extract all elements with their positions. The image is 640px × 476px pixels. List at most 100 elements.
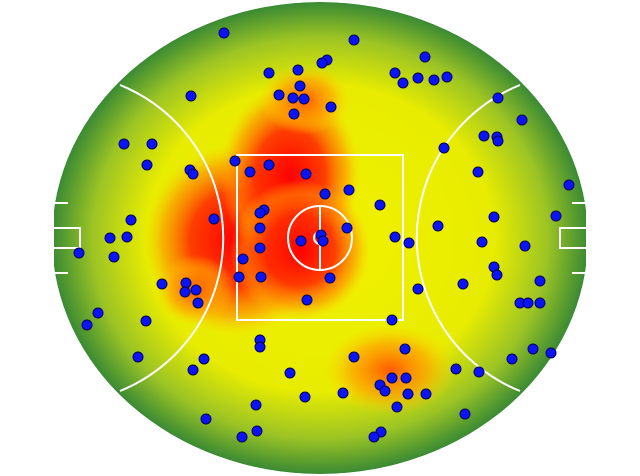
point [534,297,546,309]
point [343,184,355,196]
point [263,159,275,171]
point [292,64,304,76]
point [389,231,401,243]
point [478,130,490,142]
point [104,232,116,244]
point [419,51,431,63]
point [295,235,307,247]
point [294,80,306,92]
point [519,240,531,252]
point [298,93,310,105]
point [403,237,415,249]
point [488,211,500,223]
point [185,90,197,102]
point [386,314,398,326]
point [287,92,299,104]
point [379,385,391,397]
point [218,27,230,39]
point [229,155,241,167]
point [299,391,311,403]
point [187,168,199,180]
point [348,351,360,363]
point [81,319,93,331]
point [389,67,401,79]
point [492,92,504,104]
point [156,278,168,290]
point [476,236,488,248]
point [348,34,360,46]
point [244,166,256,178]
point [368,431,380,443]
point [254,242,266,254]
point [300,168,312,180]
point [457,278,469,290]
point [432,220,444,232]
point [273,89,285,101]
point [317,235,329,247]
point [251,425,263,437]
point [391,401,403,413]
point [472,166,484,178]
point [236,431,248,443]
point [108,251,120,263]
point [140,315,152,327]
point [180,277,192,289]
point [132,351,144,363]
point [438,142,450,154]
point [450,363,462,375]
point [254,207,266,219]
point [200,413,212,425]
point [324,272,336,284]
point [527,343,539,355]
point [179,286,191,298]
point [545,347,557,359]
point [412,72,424,84]
point [316,57,328,69]
point [402,388,414,400]
point [337,387,349,399]
point [563,179,575,191]
point [190,284,202,296]
point [288,108,300,120]
point [118,138,130,150]
point [506,353,518,365]
point [341,222,353,234]
point [254,341,266,353]
point [397,77,409,89]
point [522,297,534,309]
point [254,222,266,234]
point [516,114,528,126]
point [121,231,133,243]
point [301,294,313,306]
point [459,408,471,420]
point [325,101,337,113]
point [412,283,424,295]
point [386,372,398,384]
point [125,214,137,226]
point [92,307,104,319]
point [146,138,158,150]
point [400,372,412,384]
point [192,297,204,309]
point [187,364,199,376]
point [141,159,153,171]
point [491,269,503,281]
point [374,199,386,211]
point [233,271,245,283]
point [263,67,275,79]
point [237,253,249,265]
point [250,399,262,411]
point [198,353,210,365]
point [550,210,562,222]
point [255,271,267,283]
point [441,71,453,83]
point [534,275,546,287]
point [492,135,504,147]
point [208,213,220,225]
point [73,247,85,259]
point [399,343,411,355]
field-lines [52,84,588,392]
point [473,366,485,378]
